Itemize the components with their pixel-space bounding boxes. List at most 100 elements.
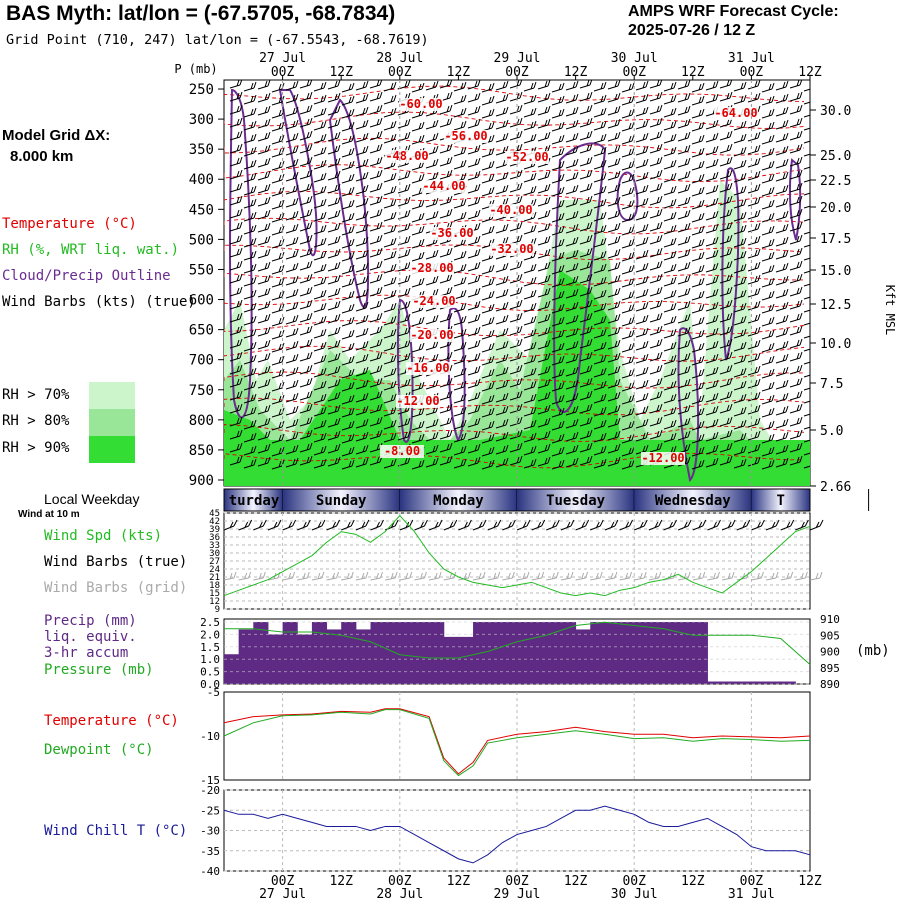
wind-barb: [411, 381, 425, 392]
bottom-time-label: 00Z: [388, 874, 412, 889]
wind-barb: [593, 263, 607, 274]
wind-barb: [453, 341, 467, 352]
pressure-tick-label: 890: [820, 678, 840, 691]
wind-barb: [733, 159, 747, 170]
true-wind-barb: [223, 519, 238, 531]
wind-barb: [705, 275, 719, 286]
isotherm-line: [224, 320, 805, 337]
wind-barb: [327, 417, 341, 428]
precip-bar: [385, 622, 401, 684]
wind-barb: [789, 260, 803, 271]
precip-tick-label: 0.5: [200, 666, 220, 679]
wind-barb: [355, 288, 369, 299]
wind-barb: [593, 380, 607, 391]
grid-wind-barb: [663, 571, 676, 581]
wind-barb: [691, 199, 705, 210]
contour-label-bg: [641, 452, 685, 465]
wind-barb: [733, 263, 747, 274]
wind-barb: [453, 159, 467, 170]
wind-barb: [313, 159, 327, 170]
grid-wind-barb: [707, 571, 720, 581]
wind-barb: [355, 132, 369, 143]
wind-barb: [369, 338, 383, 349]
wind-barb: [257, 92, 271, 103]
wind-barb: [299, 117, 313, 128]
wind-barb: [593, 354, 607, 365]
wind-barb: [285, 249, 299, 260]
wind-barb: [355, 223, 369, 234]
wind-barb: [369, 416, 383, 427]
wind-barb: [425, 431, 439, 442]
wind-barb: [789, 416, 803, 427]
wind-barb: [649, 104, 663, 115]
dewpoint-line: [223, 709, 811, 777]
wind-barb: [747, 235, 761, 246]
wind-barb: [383, 120, 397, 131]
weekday-label: Monday: [433, 493, 484, 509]
wind-barb: [635, 301, 649, 312]
grid-wind-barb: [795, 571, 808, 581]
wind-barb: [369, 299, 383, 310]
wind-barb: [803, 192, 810, 196]
height-tick-label: 22.5: [820, 174, 851, 189]
wind-barb: [579, 208, 593, 219]
temperature-dewpoint-panel: -5 -10 -15: [200, 686, 811, 787]
precip-bar: [678, 622, 694, 684]
wind-barb: [705, 184, 719, 195]
grid-wind-barb: [429, 571, 442, 581]
wind-barb: [607, 222, 621, 233]
precip-bar: [663, 622, 679, 684]
wind-barb: [369, 221, 383, 232]
wind-barb: [299, 338, 313, 349]
wind-barb: [257, 287, 271, 298]
wind-barb: [593, 458, 607, 469]
wind-barb: [369, 286, 383, 297]
wind-barb: [747, 144, 761, 155]
wind-barb: [257, 274, 271, 285]
wind-barb: [243, 224, 257, 235]
wind-barb: [691, 95, 705, 106]
wind-barb: [621, 355, 635, 366]
wind-barb: [677, 417, 691, 428]
wind-barb: [621, 316, 635, 327]
wind-barb: [635, 275, 649, 286]
wind-barb: [523, 94, 537, 105]
wind-barb: [383, 81, 397, 92]
wind-barb: [607, 313, 621, 324]
wind-tick-label: 9: [215, 605, 220, 615]
wind-barb: [243, 133, 257, 144]
bottom-date-label: 31 Jul: [728, 887, 775, 900]
wind-barb: [243, 172, 257, 183]
wind-barb: [691, 121, 705, 132]
wind-barb: [537, 391, 551, 402]
wind-barb: [397, 430, 411, 441]
wind-barb: [775, 210, 789, 221]
grid-wind-barb: [326, 571, 340, 581]
true-wind-barb: [399, 519, 414, 531]
wind-barb: [341, 381, 355, 392]
wind-barb: [425, 418, 439, 429]
pressure-tick-label: 550: [189, 262, 214, 278]
wind-barb: [747, 287, 761, 298]
wind-barb: [285, 184, 299, 195]
contour-label-bg: [396, 395, 440, 408]
contour-label-bg: [410, 329, 454, 342]
wind-barb: [243, 237, 257, 248]
wind-barb: [481, 82, 495, 93]
wind-barb: [467, 404, 481, 415]
wind-barb: [747, 222, 761, 233]
wind-barb: [369, 130, 383, 141]
wind-barb: [565, 223, 579, 234]
wind-barb: [607, 365, 621, 376]
contour-label-bg: [422, 180, 466, 193]
contour-label-bg: [412, 295, 456, 308]
wind-barb: [243, 341, 257, 352]
wind-barb: [285, 301, 299, 312]
bottom-time-label: 12Z: [564, 874, 588, 889]
temperature-contour-label: -52.00: [505, 150, 548, 164]
wind-barb: [327, 144, 341, 155]
wind-barb: [481, 446, 495, 457]
wind-barb: [229, 273, 243, 284]
wind-barb: [327, 326, 341, 337]
wind-barb: [481, 303, 495, 314]
